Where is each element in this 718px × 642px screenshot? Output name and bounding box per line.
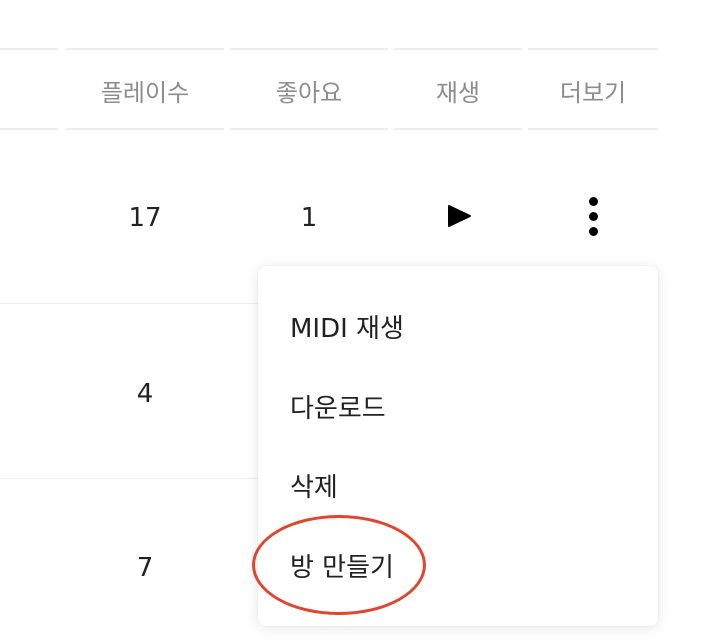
row-2-plays: 4 xyxy=(136,379,154,409)
header-bottom-divider xyxy=(230,128,388,130)
more-options-menu: MIDI 재생 다운로드 삭제 방 만들기 xyxy=(258,266,658,626)
row-1-likes: 1 xyxy=(300,203,318,233)
header-top-divider xyxy=(0,48,58,50)
header-bottom-divider xyxy=(0,128,58,130)
more-vertical-icon xyxy=(588,196,598,236)
row-1-more-button[interactable] xyxy=(576,192,610,240)
menu-item-create-room[interactable]: 방 만들기 xyxy=(290,552,394,583)
row-1-plays: 17 xyxy=(128,203,162,233)
row-3-plays: 7 xyxy=(136,553,154,583)
header-top-divider xyxy=(394,48,522,50)
play-icon xyxy=(448,205,471,227)
row-divider xyxy=(0,303,258,304)
header-top-divider xyxy=(66,48,224,50)
header-top-divider xyxy=(528,48,658,50)
header-more: 더보기 xyxy=(559,78,627,107)
header-likes: 좋아요 xyxy=(275,78,343,107)
header-play: 재생 xyxy=(435,78,481,107)
row-1-play-button[interactable] xyxy=(444,201,474,231)
menu-item-download[interactable]: 다운로드 xyxy=(290,393,386,424)
header-bottom-divider xyxy=(66,128,224,130)
header-top-divider xyxy=(230,48,388,50)
menu-item-delete[interactable]: 삭제 xyxy=(290,472,338,503)
header-bottom-divider xyxy=(528,128,658,130)
header-plays: 플레이수 xyxy=(100,78,190,107)
row-divider xyxy=(0,478,258,479)
menu-item-midi-play[interactable]: MIDI 재생 xyxy=(290,313,404,344)
header-bottom-divider xyxy=(394,128,522,130)
